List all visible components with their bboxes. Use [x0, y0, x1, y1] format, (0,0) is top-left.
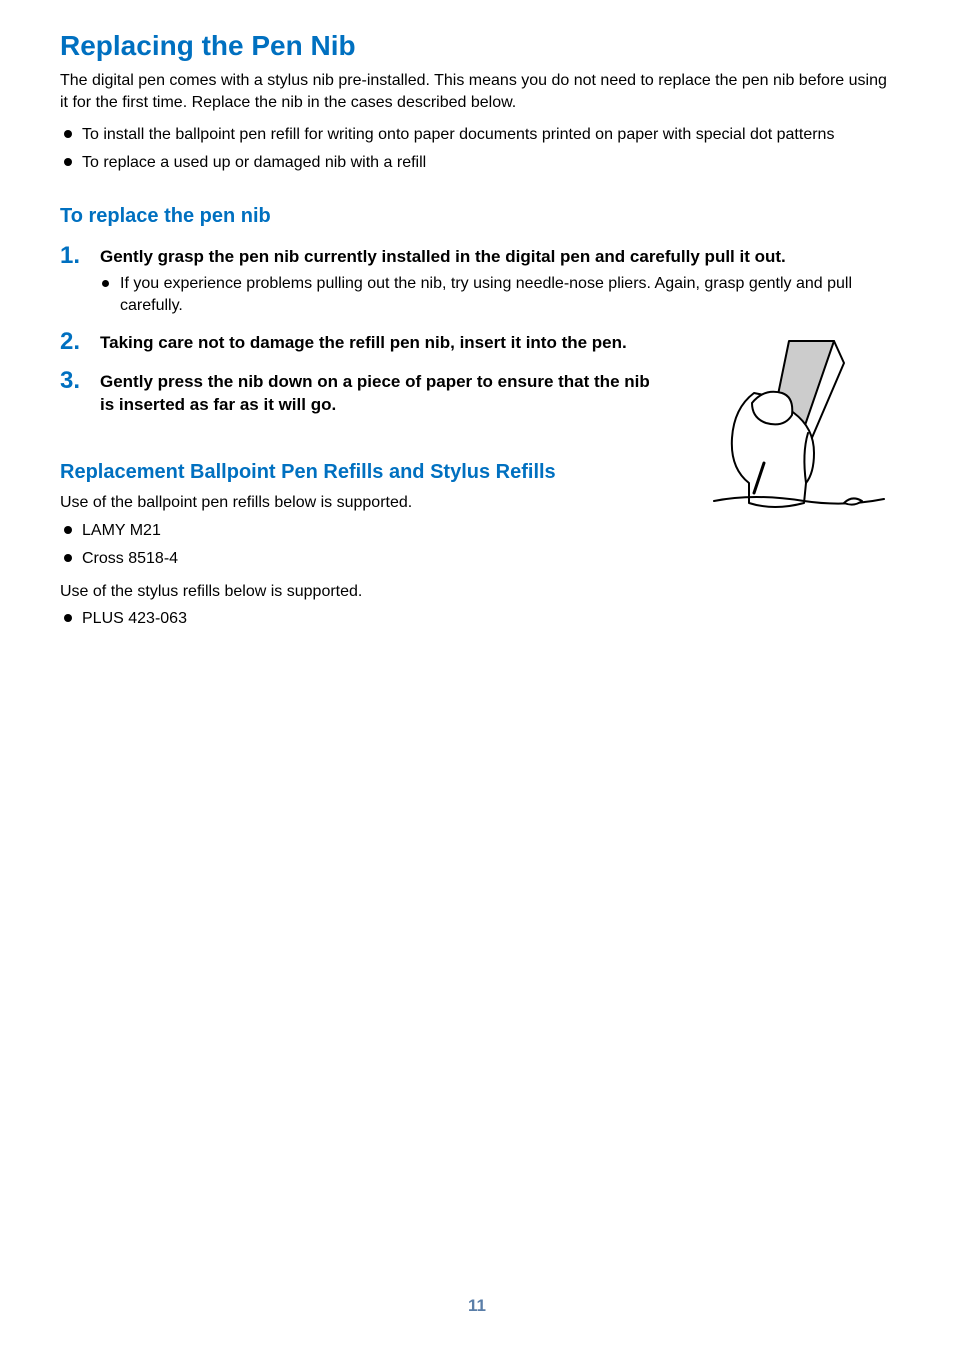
list-item: To install the ballpoint pen refill for …: [60, 123, 894, 147]
pen-press-illustration: [694, 333, 894, 528]
step-number: 3.: [60, 367, 80, 395]
stylus-list: PLUS 423-063: [60, 607, 674, 631]
step-number: 2.: [60, 328, 80, 356]
stylus-intro: Use of the stylus refills below is suppo…: [60, 581, 674, 603]
page-title: Replacing the Pen Nib: [60, 30, 894, 62]
intro-bullet-list: To install the ballpoint pen refill for …: [60, 123, 894, 175]
step-heading: Taking care not to damage the refill pen…: [100, 332, 894, 355]
step-number: 1.: [60, 242, 80, 270]
list-item: If you experience problems pulling out t…: [100, 273, 894, 316]
ballpoint-intro: Use of the ballpoint pen refills below i…: [60, 492, 674, 514]
step-3: 3. Gently press the nib down on a piece …: [60, 371, 894, 417]
subheading-refills: Replacement Ballpoint Pen Refills and St…: [60, 461, 674, 484]
intro-paragraph: The digital pen comes with a stylus nib …: [60, 70, 894, 113]
list-item: PLUS 423-063: [60, 607, 674, 631]
refills-section: Replacement Ballpoint Pen Refills and St…: [60, 433, 894, 659]
step-1: 1. Gently grasp the pen nib currently in…: [60, 246, 894, 316]
list-item: To replace a used up or damaged nib with…: [60, 151, 894, 175]
subheading-replace: To replace the pen nib: [60, 205, 894, 228]
list-item: LAMY M21: [60, 519, 674, 543]
list-item: Cross 8518-4: [60, 547, 674, 571]
ballpoint-list: LAMY M21 Cross 8518-4: [60, 519, 674, 571]
page-number: 11: [0, 1296, 954, 1316]
steps-list: 1. Gently grasp the pen nib currently in…: [60, 246, 894, 417]
step-2: 2. Taking care not to damage the refill …: [60, 332, 894, 355]
step-heading: Gently grasp the pen nib currently insta…: [100, 246, 894, 269]
step-heading: Gently press the nib down on a piece of …: [100, 371, 660, 417]
step-sub-list: If you experience problems pulling out t…: [100, 273, 894, 316]
